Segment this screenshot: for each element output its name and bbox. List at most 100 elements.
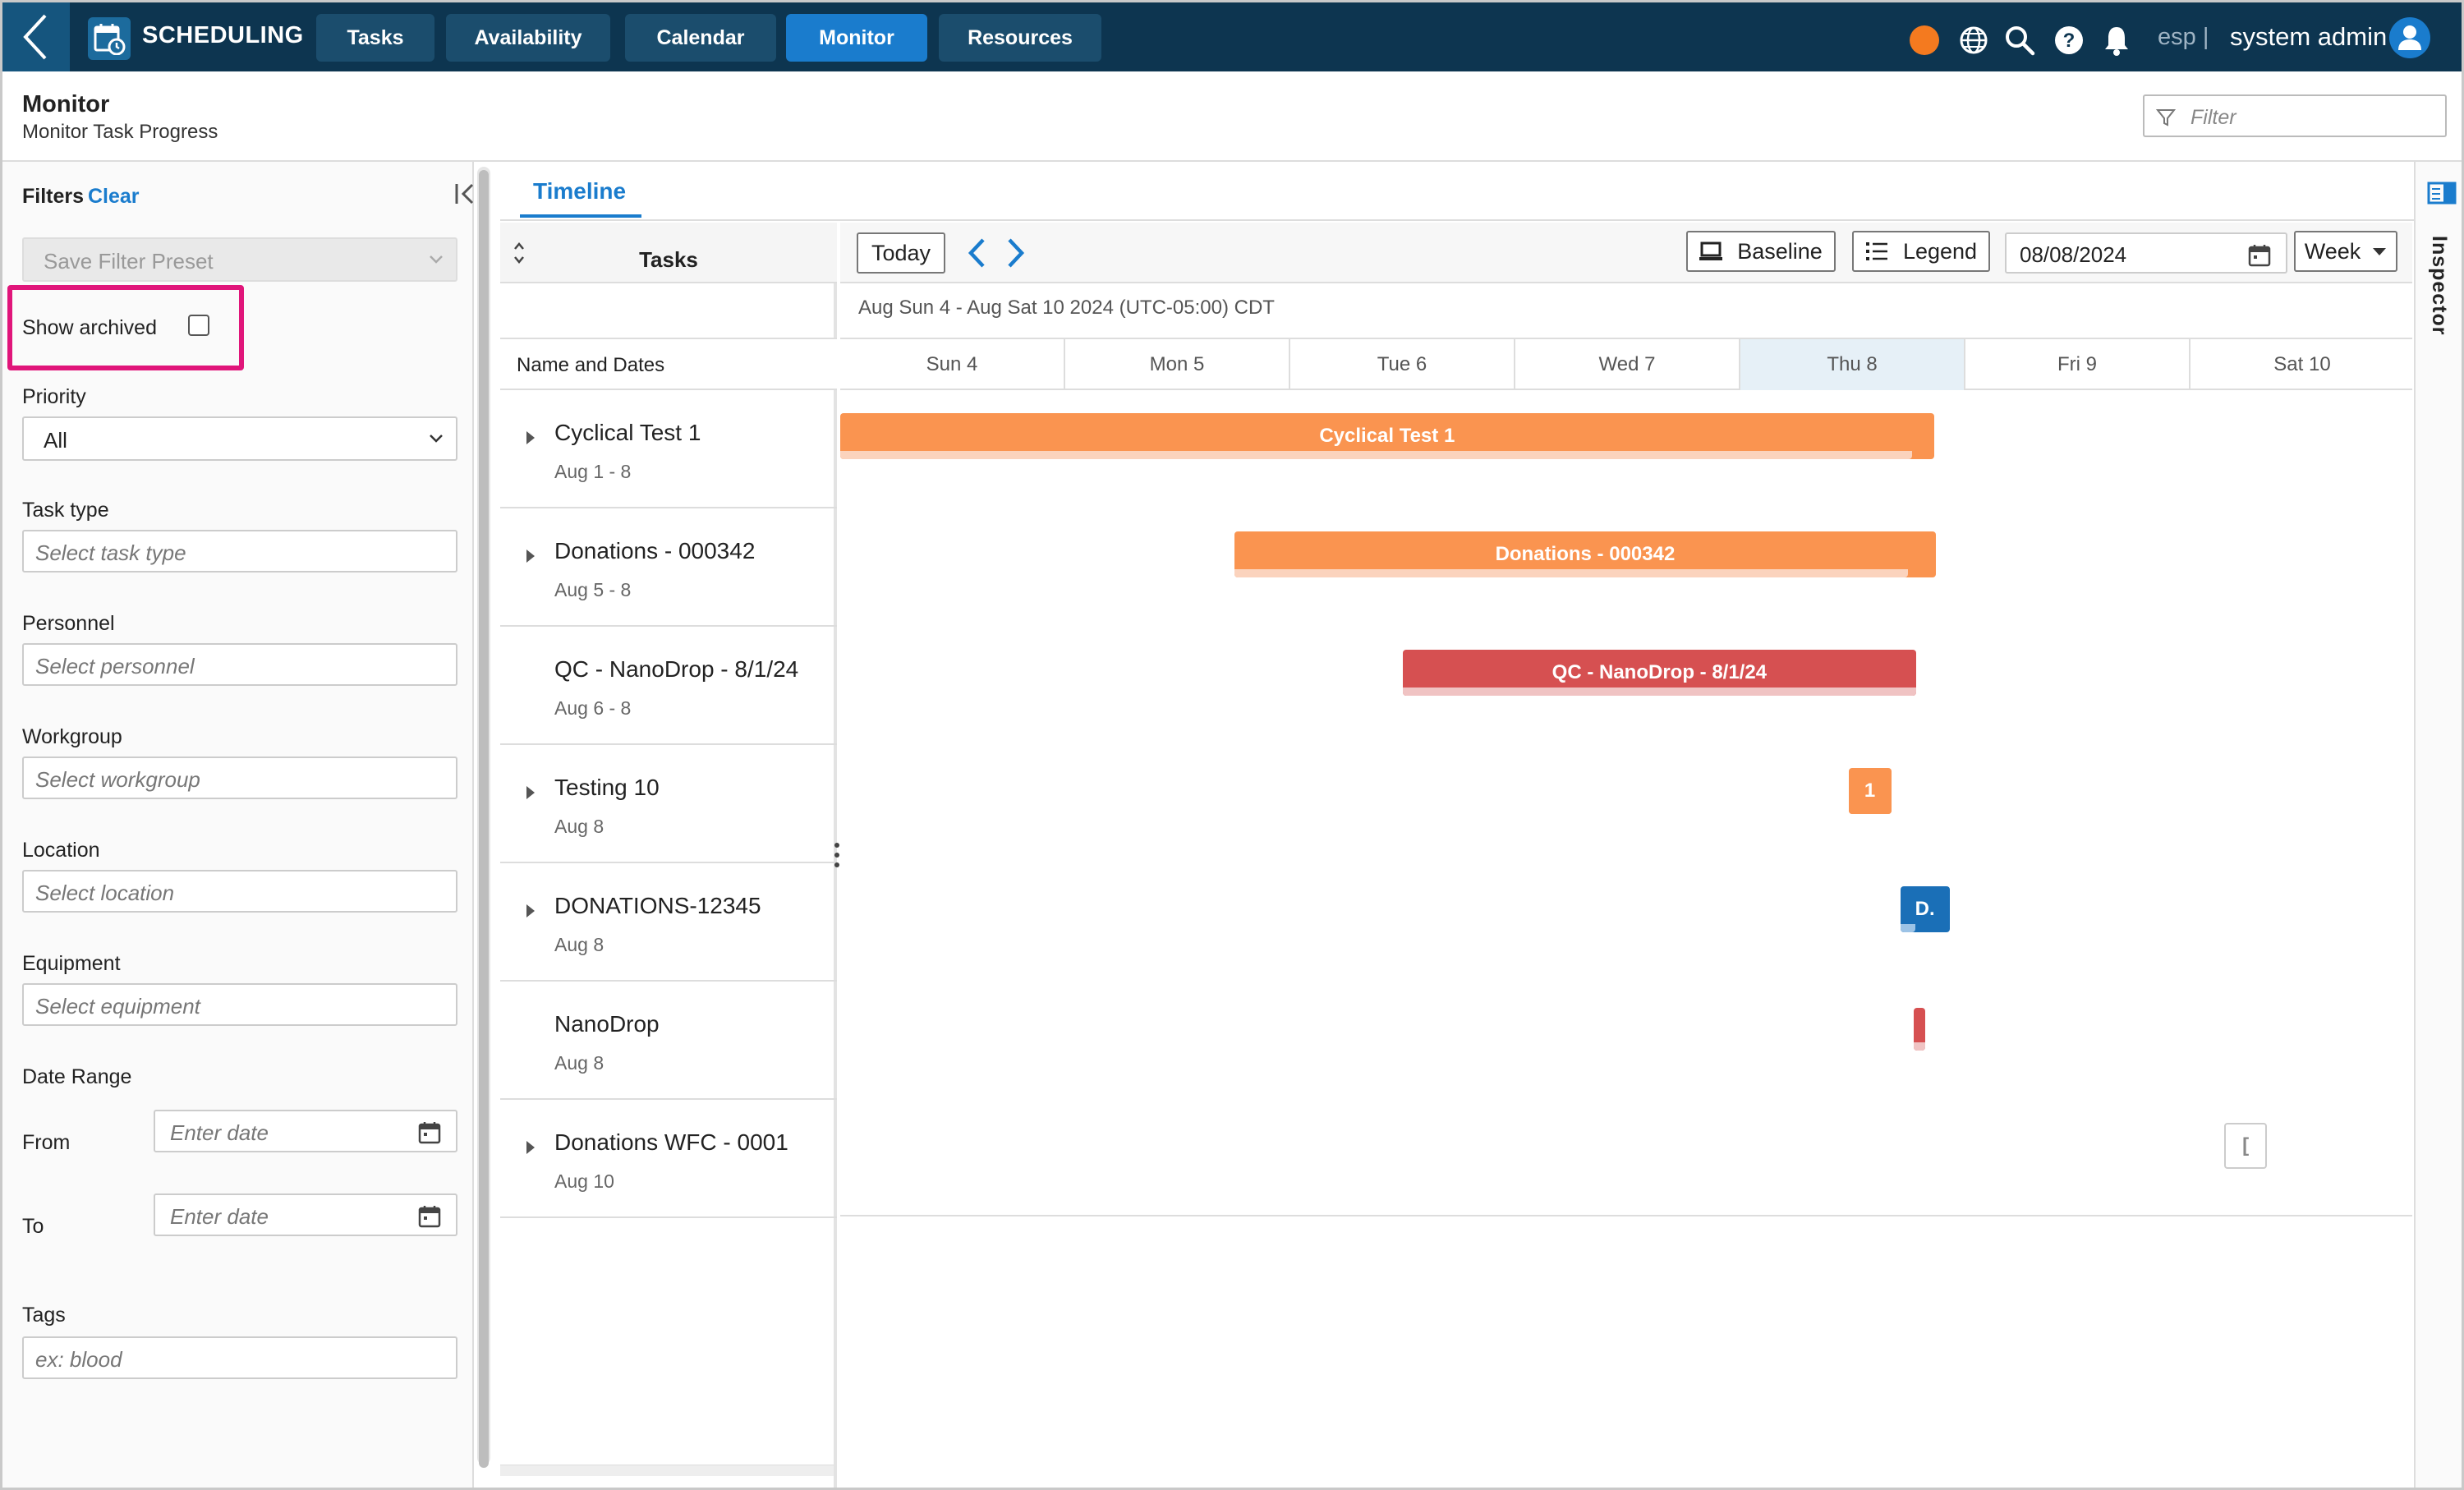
calendar-icon[interactable] xyxy=(2248,244,2271,267)
tab-availability[interactable]: Availability xyxy=(446,14,610,62)
days-header: Sun 4 Mon 5 Tue 6 Wed 7 Thu 8 Fri 9 Sat 10 xyxy=(840,338,2416,390)
chevron-left-icon xyxy=(23,14,47,60)
filter-input[interactable]: Filter xyxy=(2143,94,2447,137)
inspector-panel-icon[interactable] xyxy=(2427,182,2457,205)
search-icon[interactable] xyxy=(2003,24,2036,57)
user-name[interactable]: system admin xyxy=(2230,22,2388,51)
tab-timeline[interactable]: Timeline xyxy=(533,178,627,204)
panel-splitter-handle[interactable] xyxy=(834,840,840,873)
caret-right-icon[interactable] xyxy=(525,430,536,446)
filters-title: Filters xyxy=(22,185,85,208)
view-select[interactable]: Week xyxy=(2294,231,2397,272)
legend-button[interactable]: Legend xyxy=(1852,231,1990,272)
tags-input[interactable]: ex: blood xyxy=(22,1336,457,1379)
show-archived-highlight xyxy=(7,285,244,370)
view-value: Week xyxy=(2304,238,2361,264)
personnel-placeholder: Select personnel xyxy=(35,654,195,678)
inspector-panel[interactable]: Inspector xyxy=(2414,162,2462,1488)
equipment-input[interactable]: Select equipment xyxy=(22,983,457,1026)
show-archived-label: Show archived xyxy=(22,316,157,339)
location-input[interactable]: Select location xyxy=(22,870,457,913)
to-date-input[interactable]: Enter date xyxy=(154,1193,457,1236)
task-row[interactable]: DONATIONS-12345 Aug 8 xyxy=(500,863,837,982)
caret-right-icon[interactable] xyxy=(525,784,536,801)
location-label: Location xyxy=(22,839,100,862)
tab-resources[interactable]: Resources xyxy=(939,14,1101,62)
day-header-cell: Fri 9 xyxy=(1965,339,2190,390)
task-dates: Aug 10 xyxy=(554,1170,614,1192)
sidebar-scroll-thumb[interactable] xyxy=(479,170,489,1468)
user-avatar-icon[interactable] xyxy=(2389,17,2430,58)
bell-icon[interactable] xyxy=(2100,24,2133,57)
page-subtitle: Monitor Task Progress xyxy=(22,121,218,143)
caret-right-icon[interactable] xyxy=(525,1139,536,1156)
calendar-icon[interactable] xyxy=(418,1205,441,1228)
baseline-button[interactable]: Baseline xyxy=(1686,231,1836,272)
rows-end-divider xyxy=(840,1215,2412,1216)
status-indicator[interactable] xyxy=(1910,25,1939,55)
task-row[interactable]: NanoDrop Aug 8 xyxy=(500,982,837,1100)
show-archived-checkbox[interactable] xyxy=(188,315,209,336)
day-header-cell: Sun 4 xyxy=(840,339,1065,390)
help-icon[interactable]: ? xyxy=(2053,24,2085,57)
tasks-horizontal-scrollbar[interactable] xyxy=(500,1465,834,1476)
task-type-input[interactable]: Select task type xyxy=(22,530,457,573)
caret-right-icon[interactable] xyxy=(525,903,536,919)
tasks-subheader: Name and Dates xyxy=(500,338,837,390)
list-icon xyxy=(1865,242,1887,260)
back-button[interactable] xyxy=(2,2,70,71)
header-divider xyxy=(2,160,2462,162)
gantt-bar[interactable] xyxy=(1913,1008,1925,1051)
task-dates: Aug 1 - 8 xyxy=(554,461,632,482)
chevron-down-icon xyxy=(430,435,443,443)
from-date-placeholder: Enter date xyxy=(170,1120,269,1145)
task-row[interactable]: Testing 10 Aug 8 xyxy=(500,745,837,863)
workgroup-input[interactable]: Select workgroup xyxy=(22,756,457,799)
date-range-caption: Aug Sun 4 - Aug Sat 10 2024 (UTC-05:00) … xyxy=(858,297,1275,319)
tasks-panel: Tasks Name and Dates Cyclical Test 1 Aug … xyxy=(500,223,837,1488)
gantt-bar[interactable]: [ xyxy=(2224,1123,2268,1169)
from-date-input[interactable]: Enter date xyxy=(154,1110,457,1152)
scheduling-logo-icon xyxy=(88,17,131,60)
collapse-sidebar-icon[interactable] xyxy=(454,182,476,206)
task-name: Donations WFC - 0001 xyxy=(554,1129,788,1155)
tab-calendar[interactable]: Calendar xyxy=(625,14,776,62)
tab-tasks[interactable]: Tasks xyxy=(316,14,434,62)
priority-value: All xyxy=(44,428,67,453)
tab-monitor[interactable]: Monitor xyxy=(786,14,927,62)
timeline-date-input[interactable]: 08/08/2024 xyxy=(2005,232,2287,274)
equipment-placeholder: Select equipment xyxy=(35,994,200,1019)
gantt-bar-progress xyxy=(1848,806,1892,814)
timeline-date-value: 08/08/2024 xyxy=(2020,242,2127,267)
task-row[interactable]: QC - NanoDrop - 8/1/24 Aug 6 - 8 xyxy=(500,627,837,745)
day-header-cell: Mon 5 xyxy=(1065,339,1290,390)
sort-icon[interactable] xyxy=(513,241,525,265)
priority-select[interactable]: All xyxy=(22,416,457,461)
chevron-left-icon[interactable] xyxy=(967,237,986,269)
sidebar-scrollbar[interactable] xyxy=(477,167,490,1468)
globe-icon[interactable] xyxy=(1957,24,1990,57)
filter-preset-select[interactable]: Save Filter Preset xyxy=(22,237,457,282)
equipment-label: Equipment xyxy=(22,952,121,975)
task-row[interactable]: Donations WFC - 0001 Aug 10 xyxy=(500,1100,837,1218)
task-row[interactable]: Cyclical Test 1 Aug 1 - 8 xyxy=(500,390,837,508)
legend-label: Legend xyxy=(1902,238,1978,264)
personnel-input[interactable]: Select personnel xyxy=(22,643,457,686)
day-header-cell: Tue 6 xyxy=(1290,339,1515,390)
location-placeholder: Select location xyxy=(35,881,175,905)
day-header-cell: Sat 10 xyxy=(2190,339,2416,390)
today-button[interactable]: Today xyxy=(857,232,945,274)
date-range-label: Date Range xyxy=(22,1065,132,1088)
task-name: QC - NanoDrop - 8/1/24 xyxy=(554,656,799,682)
task-row[interactable]: Donations - 000342 Aug 5 - 8 xyxy=(500,508,837,627)
clear-filters-link[interactable]: Clear xyxy=(88,185,140,208)
baseline-label: Baseline xyxy=(1737,238,1823,264)
chevron-right-icon[interactable] xyxy=(1006,237,1026,269)
calendar-icon[interactable] xyxy=(418,1121,441,1144)
monitor-icon xyxy=(1699,241,1723,260)
filters-sidebar: Filters Clear Save Filter Preset Show ar… xyxy=(2,162,476,1488)
gantt-bar-progress xyxy=(1403,688,1916,696)
task-name: NanoDrop xyxy=(554,1011,660,1037)
caret-right-icon[interactable] xyxy=(525,548,536,564)
